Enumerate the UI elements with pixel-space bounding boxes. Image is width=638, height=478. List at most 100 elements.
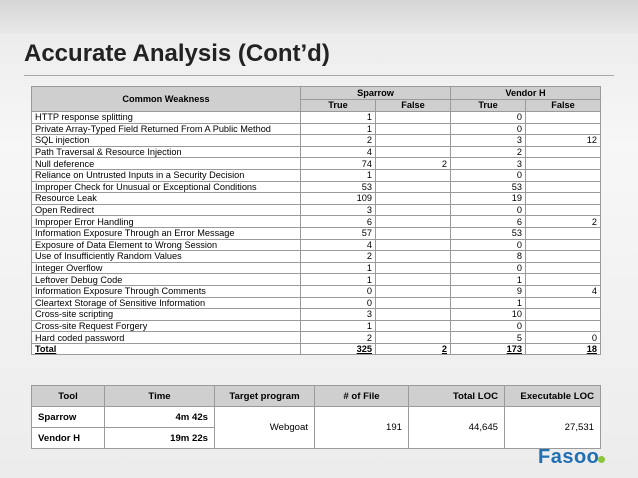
- header-sparrow: Sparrow: [299, 86, 452, 100]
- vendor-false-count: 12: [525, 134, 602, 147]
- sparrow-true-count: 2: [300, 331, 376, 344]
- sparrow-false-count: [374, 203, 452, 217]
- sparrow-false-count: [374, 273, 452, 286]
- title-divider: [24, 75, 614, 76]
- logo-dot-icon: [598, 456, 606, 463]
- total-row: Total 325 2 173 18: [31, 342, 602, 356]
- vendor-true-count: 0: [450, 203, 527, 217]
- sparrow-true-count: 1: [300, 319, 376, 333]
- table-row: Leftover Debug Code 1 1: [31, 273, 602, 286]
- sparrow-true-count: 3: [300, 308, 376, 321]
- total-value: Total: [35, 344, 57, 355]
- table-row: Improper Error Handling 6 6 2: [31, 215, 602, 228]
- analysis-time: 19m 22s: [104, 427, 215, 449]
- weakness-name: Open Redirect: [31, 203, 301, 217]
- weakness-table: Common Weakness Sparrow Vendor H True Fa…: [31, 86, 602, 356]
- total-value: 173: [506, 344, 523, 355]
- sparrow-true-count: 1: [300, 273, 376, 286]
- vendor-true-count: 53: [450, 180, 527, 194]
- slide-title: Accurate Analysis (Cont’d): [24, 40, 330, 67]
- sparrow-false-count: [374, 284, 452, 298]
- weakness-name: Null deference: [31, 157, 301, 170]
- weakness-name: Information Exposure Through an Error Me…: [31, 226, 301, 240]
- vendor-true-count: 0: [450, 111, 527, 124]
- header-vendor-h: Vendor H: [450, 86, 602, 100]
- sparrow-false-count: [374, 215, 452, 228]
- top-bar: [0, 0, 638, 34]
- table-row: Information Exposure Through an Error Me…: [31, 226, 602, 240]
- table-row: Cleartext Storage of Sensitive Informati…: [31, 296, 602, 310]
- sparrow-true-count: 1: [300, 122, 376, 136]
- sparrow-true-count: 74: [300, 157, 376, 170]
- total-value: 325: [356, 344, 372, 355]
- executable-loc: 27,531: [504, 406, 601, 449]
- vendor-true-count: 6: [450, 215, 527, 228]
- sparrow-true-count: 3: [300, 203, 376, 217]
- vendor-false-count: [525, 111, 602, 124]
- sparrow-false-count: [374, 192, 452, 205]
- vendor-true-count: 10: [450, 308, 527, 321]
- weakness-name: Resource Leak: [31, 192, 301, 205]
- tool-name: Vendor H: [31, 427, 105, 449]
- sparrow-false-count: [374, 168, 452, 182]
- header-common-weakness: Common Weakness: [31, 86, 301, 112]
- vendor-false-count: [525, 226, 602, 240]
- vendor-false-count: [525, 203, 602, 217]
- weakness-name: SQL injection: [31, 134, 301, 147]
- tool-name: Sparrow: [31, 406, 105, 428]
- vendor-false-count: [525, 157, 602, 170]
- weakness-name: Reliance on Untrusted Inputs in a Securi…: [31, 168, 301, 182]
- weakness-name: Exposure of Data Element to Wrong Sessio…: [31, 238, 301, 252]
- vendor-true-count: 0: [450, 168, 527, 182]
- analysis-time: 4m 42s: [104, 406, 215, 428]
- vendor-true-count: 2: [450, 145, 527, 159]
- vendor-false-count: [525, 261, 602, 275]
- header-sparrow-true: True: [300, 98, 376, 112]
- sparrow-true-count: 1: [300, 111, 376, 124]
- table-row: Path Traversal & Resource Injection 4 2: [31, 145, 602, 159]
- total-vendor-true-count: 173: [450, 342, 527, 356]
- vendor-true-count: 5: [450, 331, 527, 344]
- header-file-count: # of File: [314, 385, 409, 407]
- total-value: 2: [441, 344, 448, 355]
- total-loc: 44,645: [408, 406, 505, 449]
- header-target-program: Target program: [214, 385, 315, 407]
- vendor-true-count: 0: [450, 261, 527, 275]
- weakness-name: Cleartext Storage of Sensitive Informati…: [31, 296, 301, 310]
- sparrow-false-count: [374, 180, 452, 194]
- vendor-false-count: [525, 319, 602, 333]
- vendor-false-count: [525, 238, 602, 252]
- total-sparrow-false-count: 2: [374, 342, 452, 356]
- sparrow-true-count: 6: [300, 215, 376, 228]
- vendor-false-count: [525, 168, 602, 182]
- weakness-name: Use of Insufficiently Random Values: [31, 250, 301, 263]
- logo-text: Fasoo: [538, 446, 600, 468]
- vendor-true-count: 8: [450, 250, 527, 263]
- sparrow-false-count: [374, 145, 452, 159]
- vendor-true-count: 3: [450, 134, 527, 147]
- weakness-table-body: HTTP response splitting 1 0 Private Array-T…: [31, 111, 602, 356]
- sparrow-false-count: [374, 122, 452, 136]
- sparrow-true-count: 4: [300, 145, 376, 159]
- header-executable-loc: Executable LOC: [504, 385, 601, 407]
- weakness-name: Private Array-Typed Field Returned From …: [31, 122, 301, 136]
- table-row: Integer Overflow 1 0: [31, 261, 602, 275]
- vendor-false-count: [525, 296, 602, 310]
- vendor-true-count: 1: [450, 273, 527, 286]
- total-weakness-name: Total: [31, 342, 301, 356]
- vendor-true-count: 19: [450, 192, 527, 205]
- vendor-false-count: [525, 145, 602, 159]
- weakness-name: Integer Overflow: [31, 261, 301, 275]
- summary-table: Tool Time Target program # of File Total…: [31, 385, 601, 449]
- table-row: Cross-site scripting 3 10: [31, 308, 602, 321]
- total-sparrow-true-count: 325: [300, 342, 376, 356]
- header-vendor-true: True: [450, 98, 527, 112]
- table-row: Use of Insufficiently Random Values 2 8: [31, 250, 602, 263]
- sparrow-false-count: [374, 250, 452, 263]
- header-sparrow-false: False: [374, 98, 452, 112]
- total-vendor-false-count: 18: [525, 342, 602, 356]
- table-row: HTTP response splitting 1 0: [31, 111, 602, 124]
- sparrow-true-count: 1: [300, 261, 376, 275]
- weakness-name: HTTP response splitting: [31, 111, 301, 124]
- weakness-name: Cross-site scripting: [31, 308, 301, 321]
